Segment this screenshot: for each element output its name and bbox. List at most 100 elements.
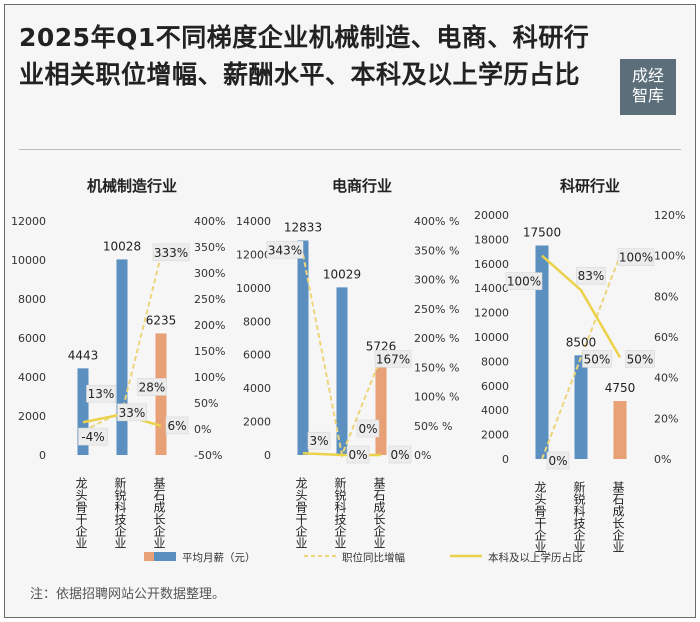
chart2-degree-label-3-bg <box>388 445 412 464</box>
chart1-bar-label-1: 4443 <box>68 348 99 362</box>
chart1-category-label-3: 基石成长企业 <box>152 477 166 549</box>
chart2-degree-label-2-bg <box>356 419 380 438</box>
chart1-growth-label-3: 333% <box>154 246 188 260</box>
legend-swatch-orange <box>144 552 154 561</box>
chart2-growth-label-2: 0% <box>348 448 367 462</box>
chart1-bar-label-3: 6235 <box>146 313 177 327</box>
chart1-left-tick: 6000 <box>18 332 46 345</box>
chart3-left-tick: 2000 <box>481 429 509 442</box>
chart1-right-tick: 400% <box>194 215 225 228</box>
chart2-degree-label-1: 3% <box>309 434 328 448</box>
chart3-degree-label-3-bg <box>625 350 655 368</box>
chart3-bar-3 <box>613 401 627 459</box>
chart1-right-tick: 100% <box>194 371 225 384</box>
chart3-category-label-3: 基石成长企业 <box>611 481 625 553</box>
chart3-growth-label-1-bg <box>546 451 570 470</box>
chart3-growth-label-2: 50% <box>584 352 611 366</box>
chart1-degree-label-1-bg <box>86 384 116 403</box>
chart2-bar-label-1: 12833 <box>284 221 322 235</box>
chart2-left-tick: 0 <box>264 449 271 462</box>
chart1-right-tick: -50% <box>194 449 222 462</box>
chart1-growth-label-3-bg <box>152 243 190 262</box>
chart3-degree-label-1-bg <box>505 272 543 290</box>
legend-swatch-blue <box>154 552 176 561</box>
chart3-right-tick: 100% <box>654 250 685 263</box>
chart3-growth-line <box>541 255 621 460</box>
chart1-title: 机械制造行业 <box>87 177 177 195</box>
chart2-bar-label-2: 10029 <box>323 267 361 281</box>
chart3-bar-label-1: 17500 <box>523 226 561 240</box>
chart3-left-tick: 14000 <box>474 282 509 295</box>
chart1-right-tick: 300% <box>194 267 225 280</box>
chart2-right-tick: 300% % <box>414 274 459 287</box>
chart1-left-tick: 0 <box>39 449 46 462</box>
chart3-right-tick: 80% <box>654 290 678 303</box>
chart2-growth-label-2-bg <box>346 445 370 464</box>
chart2-left-tick: 14000 <box>236 215 271 228</box>
chart1-left-tick: 4000 <box>18 371 46 384</box>
chart1-degree-label-3: 6% <box>167 419 186 433</box>
chart2-right-tick: 400% % <box>414 215 459 228</box>
chart1-growth-label-1: -4% <box>81 430 104 444</box>
chart3-bar-2 <box>574 355 588 459</box>
chart3-right-tick: 20% <box>654 412 678 425</box>
chart3-left-tick: 12000 <box>474 307 509 320</box>
page-title: 2025年Q1不同梯度企业机械制造、电商、科研行业相关职位增幅、薪酬水平、本科及… <box>19 23 590 89</box>
chart1-left-tick: 2000 <box>18 410 46 423</box>
chart3-growth-label-3: 100% <box>619 251 653 265</box>
chart2-category-label-2: 新锐科技企业 <box>333 476 347 549</box>
chart2-left-tick: 10000 <box>236 282 271 295</box>
chart2-bar-label-3: 5726 <box>366 339 397 353</box>
chart2-left-tick: 4000 <box>243 382 271 395</box>
chart1-growth-label-1-bg <box>78 427 108 446</box>
chart3-growth-label-1: 0% <box>548 454 567 468</box>
chart2-degree-label-3: 0% <box>390 448 409 462</box>
chart3-growth-label-2-bg <box>582 350 612 368</box>
chart1-right-tick: 200% <box>194 319 225 332</box>
chart3-right-tick: 60% <box>654 331 678 344</box>
chart1-category-label-2: 新锐科技企业 <box>113 476 127 549</box>
title-divider <box>19 149 681 150</box>
chart2-category-label-3: 基石成长企业 <box>372 477 386 549</box>
chart3-degree-label-3: 50% <box>627 352 654 366</box>
chart3-degree-label-1: 100% <box>507 275 541 289</box>
chart3-left-tick: 4000 <box>481 404 509 417</box>
chart3-left-tick: 10000 <box>474 331 509 344</box>
chart2-title: 电商行业 <box>332 177 392 195</box>
chart2-degree-label-1-bg <box>307 431 331 450</box>
chart3-growth-label-3-bg <box>617 248 655 266</box>
chart1-bar-1 <box>77 368 89 455</box>
chart1-growth-label-2: 33% <box>119 406 146 420</box>
chart1-bar-label-2: 10028 <box>103 239 141 253</box>
chart3-title: 科研行业 <box>560 177 620 195</box>
chart1-degree-label-2: 28% <box>139 380 166 394</box>
chart1-right-tick: 250% <box>194 293 225 306</box>
chart2-growth-label-1-bg <box>266 241 304 259</box>
chart2-right-tick: 0% <box>414 449 431 462</box>
chart3-category-label-2: 新锐科技企业 <box>572 480 586 553</box>
chart2-growth-label-3: 167% <box>376 352 410 366</box>
chart2-degree-label-2: 0% <box>358 422 377 436</box>
brand-logo: 成经 智库 <box>620 59 676 115</box>
logo-line-2: 智库 <box>631 86 664 105</box>
legend-swatch-growth <box>304 555 336 557</box>
chart3-left-tick: 18000 <box>474 233 509 246</box>
chart1-category-label-1: 龙头骨干企业 <box>74 477 88 549</box>
legend-label-degree: 本科及以上学历占比 <box>488 552 583 564</box>
chart3-left-tick: 16000 <box>474 258 509 271</box>
logo-line-1: 成经 <box>631 66 664 85</box>
chart2-left-tick: 6000 <box>243 349 271 362</box>
chart2-left-tick: 2000 <box>243 416 271 429</box>
footnote: 注：依据招聘网站公开数据整理。 <box>30 587 226 602</box>
chart3-right-tick: 120% <box>654 209 685 222</box>
chart2-right-tick: 150% % <box>414 361 459 374</box>
chart3-degree-label-2-bg <box>576 266 606 285</box>
chart2-right-tick: 50% % <box>414 420 452 433</box>
chart3-left-tick: 0 <box>502 453 509 466</box>
chart2-growth-label-1: 343% <box>268 243 302 257</box>
chart2-right-tick: 350% % <box>414 244 459 257</box>
chart3-left-tick: 8000 <box>481 355 509 368</box>
chart2-bar-3 <box>375 359 387 455</box>
chart3-left-tick: 6000 <box>481 380 509 393</box>
